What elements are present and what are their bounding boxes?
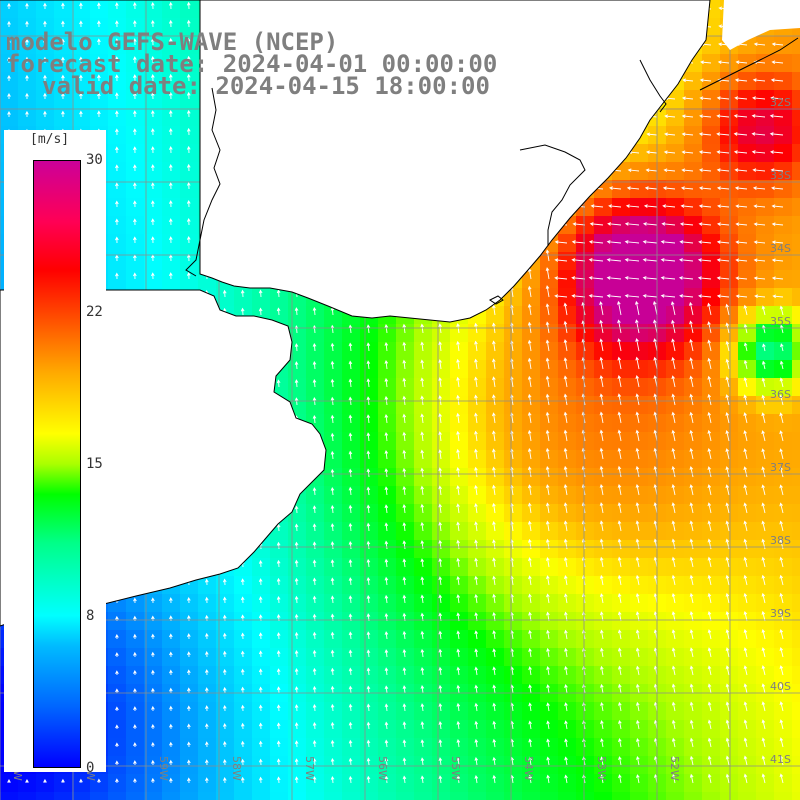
latitude-label: 35S xyxy=(770,315,791,328)
colorbar-tick: 22 xyxy=(86,304,103,320)
longitude-label: 53W xyxy=(595,756,608,781)
latitude-labels: 32S 33S 34S 35S 36S 37S 38S 39S 40S 41S xyxy=(770,96,791,766)
colorbar-tick: 8 xyxy=(86,608,95,624)
latitude-label: 32S xyxy=(770,96,791,109)
longitude-label: 57W xyxy=(303,756,316,781)
colorbar xyxy=(33,160,81,768)
latitude-label: 38S xyxy=(770,534,791,547)
longitude-label: 55W xyxy=(449,756,462,781)
latitude-label: 39S xyxy=(770,607,791,620)
latitude-label: 37S xyxy=(770,461,791,474)
forecast-date: forecast date: 2024-04-01 00:00:00 xyxy=(6,50,498,78)
colorbar-tick: 0 xyxy=(86,760,95,776)
latitude-label: 41S xyxy=(770,753,791,766)
longitude-label: 54W xyxy=(522,756,535,781)
land-northeast xyxy=(722,0,800,50)
latitude-label: 33S xyxy=(770,169,791,182)
longitude-label: 52W xyxy=(668,756,681,781)
longitude-label: 56W xyxy=(376,756,389,781)
latitude-label: 40S xyxy=(770,680,791,693)
colorbar-tick: 30 xyxy=(86,152,103,168)
valid-date: valid date: 2024-04-15 18:00:00 xyxy=(42,72,490,100)
coastline-detail xyxy=(185,37,799,305)
longitude-label: 59W xyxy=(157,756,170,781)
colorbar-unit: [m/s] xyxy=(30,132,70,147)
land-north xyxy=(0,0,711,323)
latitude-label: 36S xyxy=(770,388,791,401)
latitude-label: 34S xyxy=(770,242,791,255)
model-title: modelo GEFS-WAVE (NCEP) xyxy=(6,28,339,56)
longitude-label: 58W xyxy=(230,756,243,781)
colorbar-tick: 15 xyxy=(86,456,103,472)
